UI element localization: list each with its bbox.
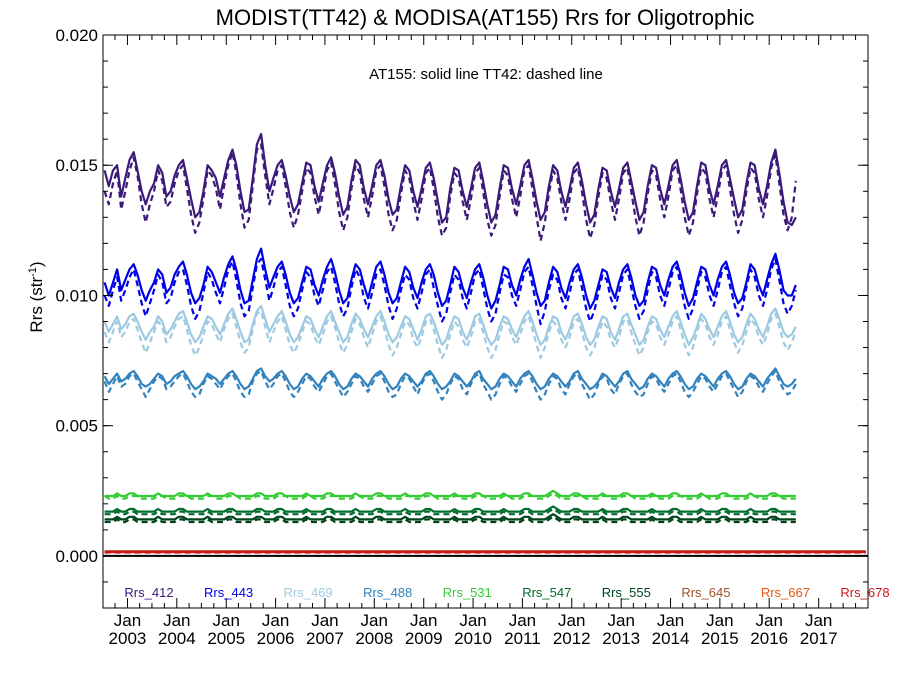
- legend-item-rrs-547: Rrs_547: [522, 585, 571, 600]
- rrs-488-at155-solid-line: [103, 367, 797, 391]
- rrs-443-at155-solid-line: [103, 247, 797, 310]
- x-tick-year-label: 2007: [306, 629, 344, 648]
- x-tick-month-label: Jan: [558, 611, 585, 630]
- rrs-443-tt42-dashed-line: [103, 257, 797, 326]
- y-tick-label: 0.015: [55, 156, 98, 175]
- plot-area: [103, 132, 868, 557]
- x-tick-year-label: 2014: [652, 629, 690, 648]
- legend-item-rrs-678: Rrs_678: [840, 585, 889, 600]
- x-tick-month-label: Jan: [459, 611, 486, 630]
- legend-item-rrs-531: Rrs_531: [443, 585, 492, 600]
- rrs-469-at155-solid-line: [103, 304, 797, 346]
- legend-item-rrs-469: Rrs_469: [284, 585, 333, 600]
- legend-item-rrs-488: Rrs_488: [363, 585, 412, 600]
- x-tick-year-label: 2006: [257, 629, 295, 648]
- x-tick-month-label: Jan: [410, 611, 437, 630]
- x-tick-month-label: Jan: [657, 611, 684, 630]
- x-tick-month-label: Jan: [262, 611, 289, 630]
- x-tick-year-label: 2010: [454, 629, 492, 648]
- y-tick-label: 0.005: [55, 417, 98, 436]
- legend-item-rrs-412: Rrs_412: [124, 585, 173, 600]
- rrs-547-at155-solid-line: [104, 505, 796, 513]
- x-tick-year-label: 2016: [750, 629, 788, 648]
- x-tick-month-label: Jan: [706, 611, 733, 630]
- rrs-469-tt42-dashed-line: [103, 310, 797, 360]
- chart-title: MODIST(TT42) & MODISA(AT155) Rrs for Oli…: [216, 5, 755, 30]
- x-tick-month-label: Jan: [755, 611, 782, 630]
- x-tick-year-label: 2004: [158, 629, 196, 648]
- y-tick-label: 0.000: [55, 547, 98, 566]
- x-tick-month-label: Jan: [607, 611, 634, 630]
- x-tick-month-label: Jan: [509, 611, 536, 630]
- x-tick-year-label: 2015: [701, 629, 739, 648]
- x-tick-month-label: Jan: [805, 611, 832, 630]
- legend-item-rrs-443: Rrs_443: [204, 585, 253, 600]
- x-tick-month-label: Jan: [163, 611, 190, 630]
- rrs-555-tt42-dashed-line: [104, 515, 796, 524]
- x-axis-ticks: Jan2003Jan2004Jan2005Jan2006Jan2007Jan20…: [109, 35, 857, 648]
- x-tick-year-label: 2003: [109, 629, 147, 648]
- x-tick-month-label: Jan: [311, 611, 338, 630]
- rrs-547-tt42-dashed-line: [104, 507, 796, 516]
- x-tick-year-label: 2011: [504, 629, 541, 648]
- legend: Rrs_412 Rrs_443 Rrs_469 Rrs_488 Rrs_531 Rrs_5…: [124, 585, 889, 600]
- line-style-annotation: AT155: solid line TT42: dashed line: [369, 66, 603, 83]
- x-tick-year-label: 2013: [602, 629, 640, 648]
- x-tick-month-label: Jan: [114, 611, 141, 630]
- y-axis-label: Rrs (str-1): [27, 261, 46, 332]
- x-tick-year-label: 2008: [355, 629, 393, 648]
- x-tick-year-label: 2009: [405, 629, 443, 648]
- x-tick-year-label: 2012: [553, 629, 591, 648]
- rrs-412-at155-solid-line: [103, 132, 797, 227]
- x-tick-month-label: Jan: [361, 611, 388, 630]
- rrs-488-tt42-dashed-line: [103, 369, 797, 401]
- x-tick-month-label: Jan: [213, 611, 240, 630]
- legend-item-rrs-667: Rrs_667: [761, 585, 810, 600]
- rrs-412-tt42-dashed-line: [103, 143, 797, 242]
- y-tick-label: 0.010: [55, 286, 98, 305]
- x-tick-year-label: 2005: [207, 629, 245, 648]
- y-axis-ticks: 0.000 0.005 0.010 0.015 0.020: [55, 26, 868, 609]
- legend-item-rrs-645: Rrs_645: [681, 585, 730, 600]
- y-tick-label: 0.020: [55, 26, 98, 45]
- x-tick-year-label: 2017: [800, 629, 838, 648]
- legend-item-rrs-555: Rrs_555: [602, 585, 651, 600]
- rrs-531-at155-solid-line: [104, 489, 796, 498]
- rrs-555-at155-solid-line: [104, 513, 796, 521]
